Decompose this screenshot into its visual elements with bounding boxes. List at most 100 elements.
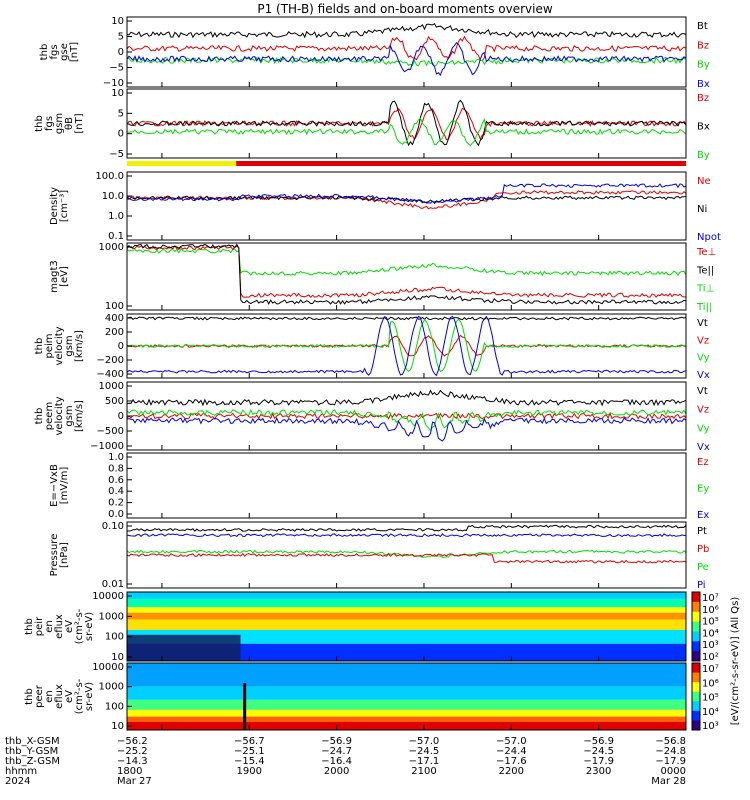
y-axis-label-line: gse <box>59 43 70 61</box>
y-axis-label-line: magt3 <box>49 260 60 293</box>
colorbar-segment <box>692 720 700 731</box>
y-tick-label: 0 <box>118 47 124 58</box>
panel-frame <box>126 591 687 662</box>
y-tick-label: 1000 <box>99 242 124 253</box>
y-axis-label-line: peim <box>44 333 55 358</box>
legend-entry: By <box>697 60 710 71</box>
y-axis-label-line: Pressure <box>49 534 60 577</box>
panel-frame <box>126 171 687 241</box>
colorbar-frame <box>691 662 701 731</box>
colorbar-tick-label: 10⁴ <box>702 707 719 718</box>
ephemeris-cell: −57.0 <box>496 736 527 747</box>
y-tick-label: 0.4 <box>108 486 124 497</box>
colorbar-segment <box>692 672 700 683</box>
series-fgs-green <box>126 56 687 67</box>
y-tick-label: 0.1 <box>108 231 124 242</box>
series-peem-blue <box>126 416 687 442</box>
y-axis-label-line: thb <box>34 408 45 425</box>
panel-efield: E=−VxB [mV/m] 1.00.80.60.40.20.0 Ez Ey Ex <box>49 452 709 521</box>
figure-title: P1 (TH-B) fields and on-board moments ov… <box>257 2 553 16</box>
colorbar-electrons: 10⁷ 10⁶ 10⁵ 10⁴ 10³ <box>691 662 719 732</box>
y-axis-label-line: [nT] <box>74 113 85 133</box>
legend-entry: Te⊥ <box>696 247 716 258</box>
ephemeris-row-label: 2024 <box>5 776 30 787</box>
y-tick-label: 1000 <box>99 381 124 392</box>
legend-entry: Te|| <box>696 265 714 276</box>
ephemeris-cell: 2100 <box>411 766 436 777</box>
y-axis-label-line: gsm <box>64 335 75 356</box>
y-tick-label: 100 <box>105 701 124 712</box>
legend-entry: Vy <box>697 353 710 364</box>
y-tick-label: 0.0 <box>108 509 124 520</box>
legend-entry: Pe <box>697 562 709 573</box>
ephemeris-cell: 2000 <box>324 766 349 777</box>
legend-entry: Ez <box>697 457 709 468</box>
colorbar-segment <box>692 592 700 603</box>
panel-frame <box>126 521 687 589</box>
legend-entry: Vt <box>697 318 708 329</box>
y-axis-label-line: gsm <box>64 405 75 426</box>
panel-frame <box>126 452 687 519</box>
y-tick-label: −10 <box>103 78 124 89</box>
ephemeris-table: thb_X-GSM −56.2 −56.7 −56.9 −57.0 −57.0 −56.9−… <box>5 736 686 787</box>
ephemeris-row-label: thb_Y-GSM <box>5 746 58 757</box>
y-tick-label: −5 <box>109 149 124 160</box>
mode-bar-fast <box>236 161 686 166</box>
mode-bar-slow <box>127 161 237 166</box>
ephemeris-cell: 2200 <box>499 766 524 777</box>
spectrogram-band <box>127 709 686 717</box>
ephemeris-cell: −17.6 <box>496 756 527 767</box>
series-pressure-green <box>126 549 687 559</box>
y-axis-label-line: [eV] <box>59 266 70 287</box>
y-tick-label: 0.2 <box>108 498 124 509</box>
legend-entry: Bt <box>697 21 708 32</box>
ephemeris-cell: −56.7 <box>234 736 265 747</box>
legend-entry: Ey <box>697 484 709 495</box>
ephemeris-cell: −24.8 <box>655 746 686 757</box>
legend-entry: Ne <box>697 176 711 187</box>
colorbar-segment <box>692 631 700 642</box>
y-tick-label: 100.0 <box>95 171 124 182</box>
ephemeris-cell: −24.5 <box>409 746 440 757</box>
legend-entry: By <box>697 150 710 161</box>
colorbar-tick-label: 10⁶ <box>702 605 719 616</box>
y-axis-label-line: peem <box>44 402 55 430</box>
y-tick-label: 0.10 <box>102 521 124 532</box>
colorbar-tick-label: 10⁵ <box>702 693 719 704</box>
colorbar-tick-label: 10⁶ <box>702 678 719 689</box>
panel-density: Density [cm⁻³] 100.0 10.0 1.0 0.1 Ne Ni Npot <box>49 171 721 243</box>
spectrogram-band <box>127 699 686 710</box>
y-axis-label-line: peir <box>34 616 45 636</box>
colorbar-segment <box>692 701 700 712</box>
legend-entry: Bz <box>697 93 709 104</box>
y-axis-label-line: eflux <box>54 614 65 639</box>
ephemeris-cell: −56.8 <box>655 736 686 747</box>
series-peim-green <box>126 318 687 373</box>
spectrogram-band <box>127 619 686 630</box>
series-fgs-black <box>126 22 687 39</box>
panel-frame <box>126 88 687 159</box>
ephemeris-row-label: thb_X-GSM <box>5 736 60 747</box>
y-axis-label-line: [nT] <box>69 42 80 62</box>
ephemeris-cell: −15.4 <box>234 756 265 767</box>
series-fgs-red <box>126 35 687 62</box>
colorbar-segment <box>692 641 700 652</box>
legend-entry: Bx <box>697 122 710 133</box>
legend-entry: Pi <box>697 580 706 591</box>
colorbar-segment <box>692 651 700 662</box>
y-tick-label: 0 <box>118 411 124 422</box>
ephemeris-row-label: thb_Z-GSM <box>5 756 60 767</box>
ephemeris-cell: −17.9 <box>655 756 686 767</box>
colorbar-segment <box>692 682 700 693</box>
spectrogram-band <box>127 663 686 687</box>
y-axis-label-line: peer <box>34 684 45 708</box>
ephemeris-cell: −17.1 <box>409 756 440 767</box>
y-axis-label-line: eV <box>64 690 75 703</box>
y-tick-label: 10000 <box>92 591 124 602</box>
y-axis-label-line: [km/s] <box>74 400 85 432</box>
y-axis-label-line: Density <box>49 187 60 225</box>
colorbar-segment <box>692 621 700 632</box>
series-temp-black <box>126 243 687 305</box>
spectrogram-band <box>127 612 686 620</box>
panel-peer: thb peer en eflux eV (cm²-s-sr-eV) 10000 1000 10… <box>24 662 687 732</box>
